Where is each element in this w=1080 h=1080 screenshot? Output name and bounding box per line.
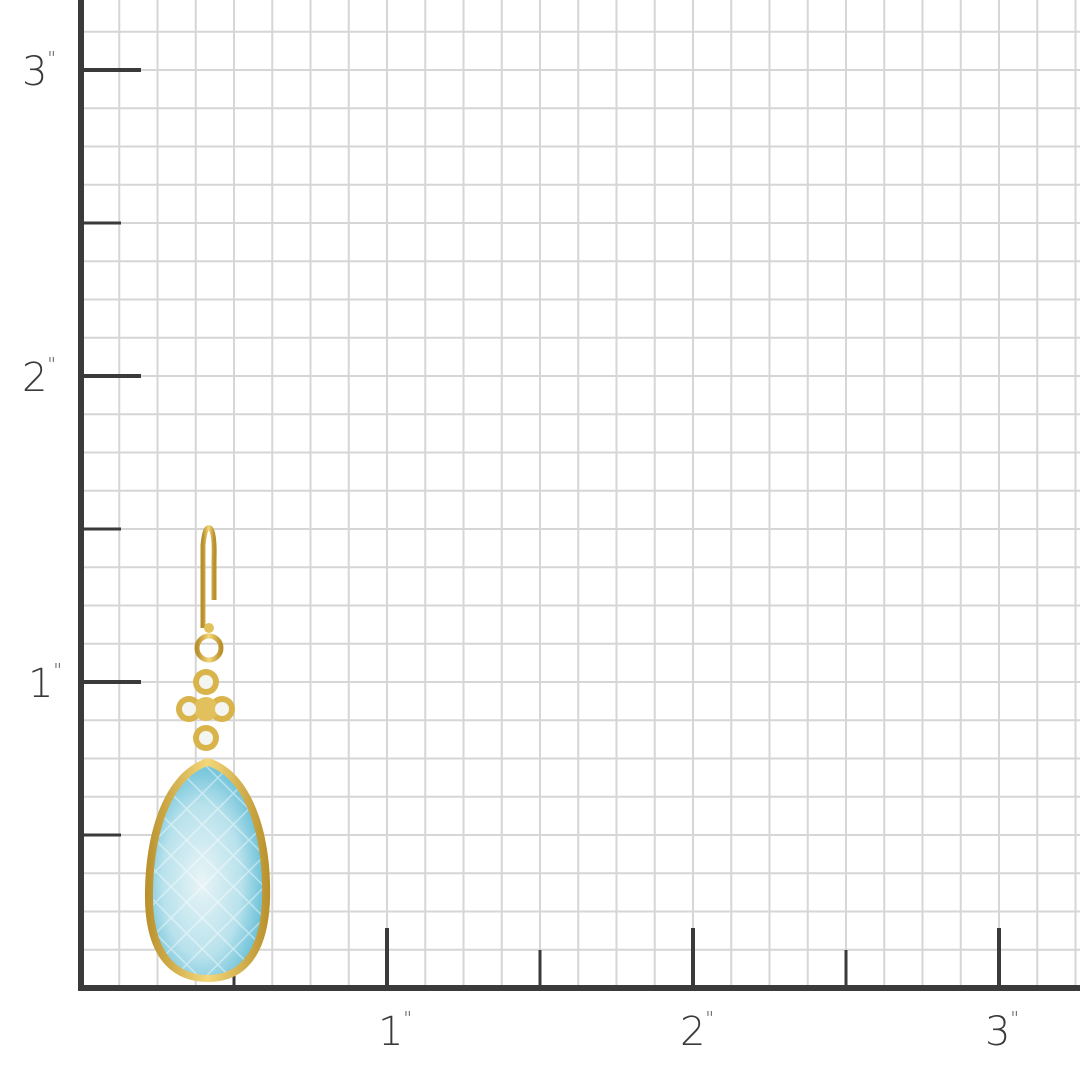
inch-mark: " (403, 1008, 412, 1029)
label-value: 1 (378, 1009, 404, 1055)
label-value: 1 (28, 661, 54, 707)
label-value: 2 (22, 355, 48, 401)
inch-mark: " (53, 660, 62, 681)
inch-mark: " (1010, 1008, 1019, 1029)
teardrop-stone (144, 758, 271, 982)
y-label-2in: 2" (22, 355, 56, 401)
inch-mark: " (47, 48, 56, 69)
y-label-1in: 1" (28, 661, 62, 707)
x-label-2in: 2" (680, 1009, 714, 1055)
x-label-3in: 3" (985, 1009, 1019, 1055)
inch-mark: " (705, 1008, 714, 1029)
ear-wire (194, 525, 224, 663)
inch-mark: " (47, 354, 56, 375)
label-value: 3 (22, 49, 48, 95)
x-label-1in: 1" (378, 1009, 412, 1055)
y-label-3in: 3" (22, 49, 56, 95)
label-value: 3 (985, 1009, 1011, 1055)
diamond-cluster (176, 669, 235, 751)
label-value: 2 (680, 1009, 706, 1055)
